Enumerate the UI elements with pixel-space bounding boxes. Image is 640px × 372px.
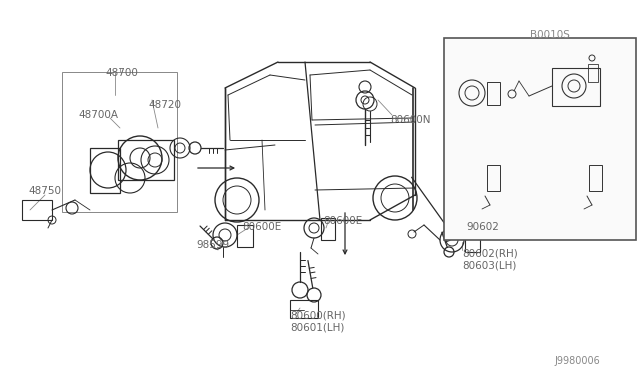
- Bar: [90, 148, 120, 193]
- Bar: [321, 218, 335, 240]
- Bar: [22, 200, 52, 220]
- Text: B0010S: B0010S: [530, 30, 570, 40]
- Bar: [118, 140, 174, 180]
- Bar: [589, 165, 602, 191]
- Text: 80600N: 80600N: [390, 115, 431, 125]
- Text: 48700: 48700: [105, 68, 138, 78]
- Bar: [465, 230, 480, 252]
- Bar: [290, 300, 318, 318]
- Text: 80603(LH): 80603(LH): [462, 261, 516, 271]
- Text: 80600E: 80600E: [242, 222, 281, 232]
- Text: 98599: 98599: [196, 240, 229, 250]
- Text: 80600(RH): 80600(RH): [290, 310, 346, 320]
- Text: 48700A: 48700A: [78, 110, 118, 120]
- Text: 48720: 48720: [148, 100, 181, 110]
- Bar: [444, 38, 636, 240]
- Text: 80602(RH): 80602(RH): [462, 248, 518, 258]
- Text: 90602: 90602: [466, 222, 499, 232]
- Bar: [487, 165, 500, 191]
- Text: 80600E: 80600E: [323, 216, 362, 226]
- Text: 48750: 48750: [28, 186, 61, 196]
- Bar: [552, 68, 600, 106]
- Bar: [62, 72, 177, 212]
- Text: J9980006: J9980006: [554, 356, 600, 366]
- Bar: [588, 64, 598, 82]
- Text: 80601(LH): 80601(LH): [290, 323, 344, 333]
- Bar: [487, 82, 500, 105]
- Bar: [237, 225, 253, 247]
